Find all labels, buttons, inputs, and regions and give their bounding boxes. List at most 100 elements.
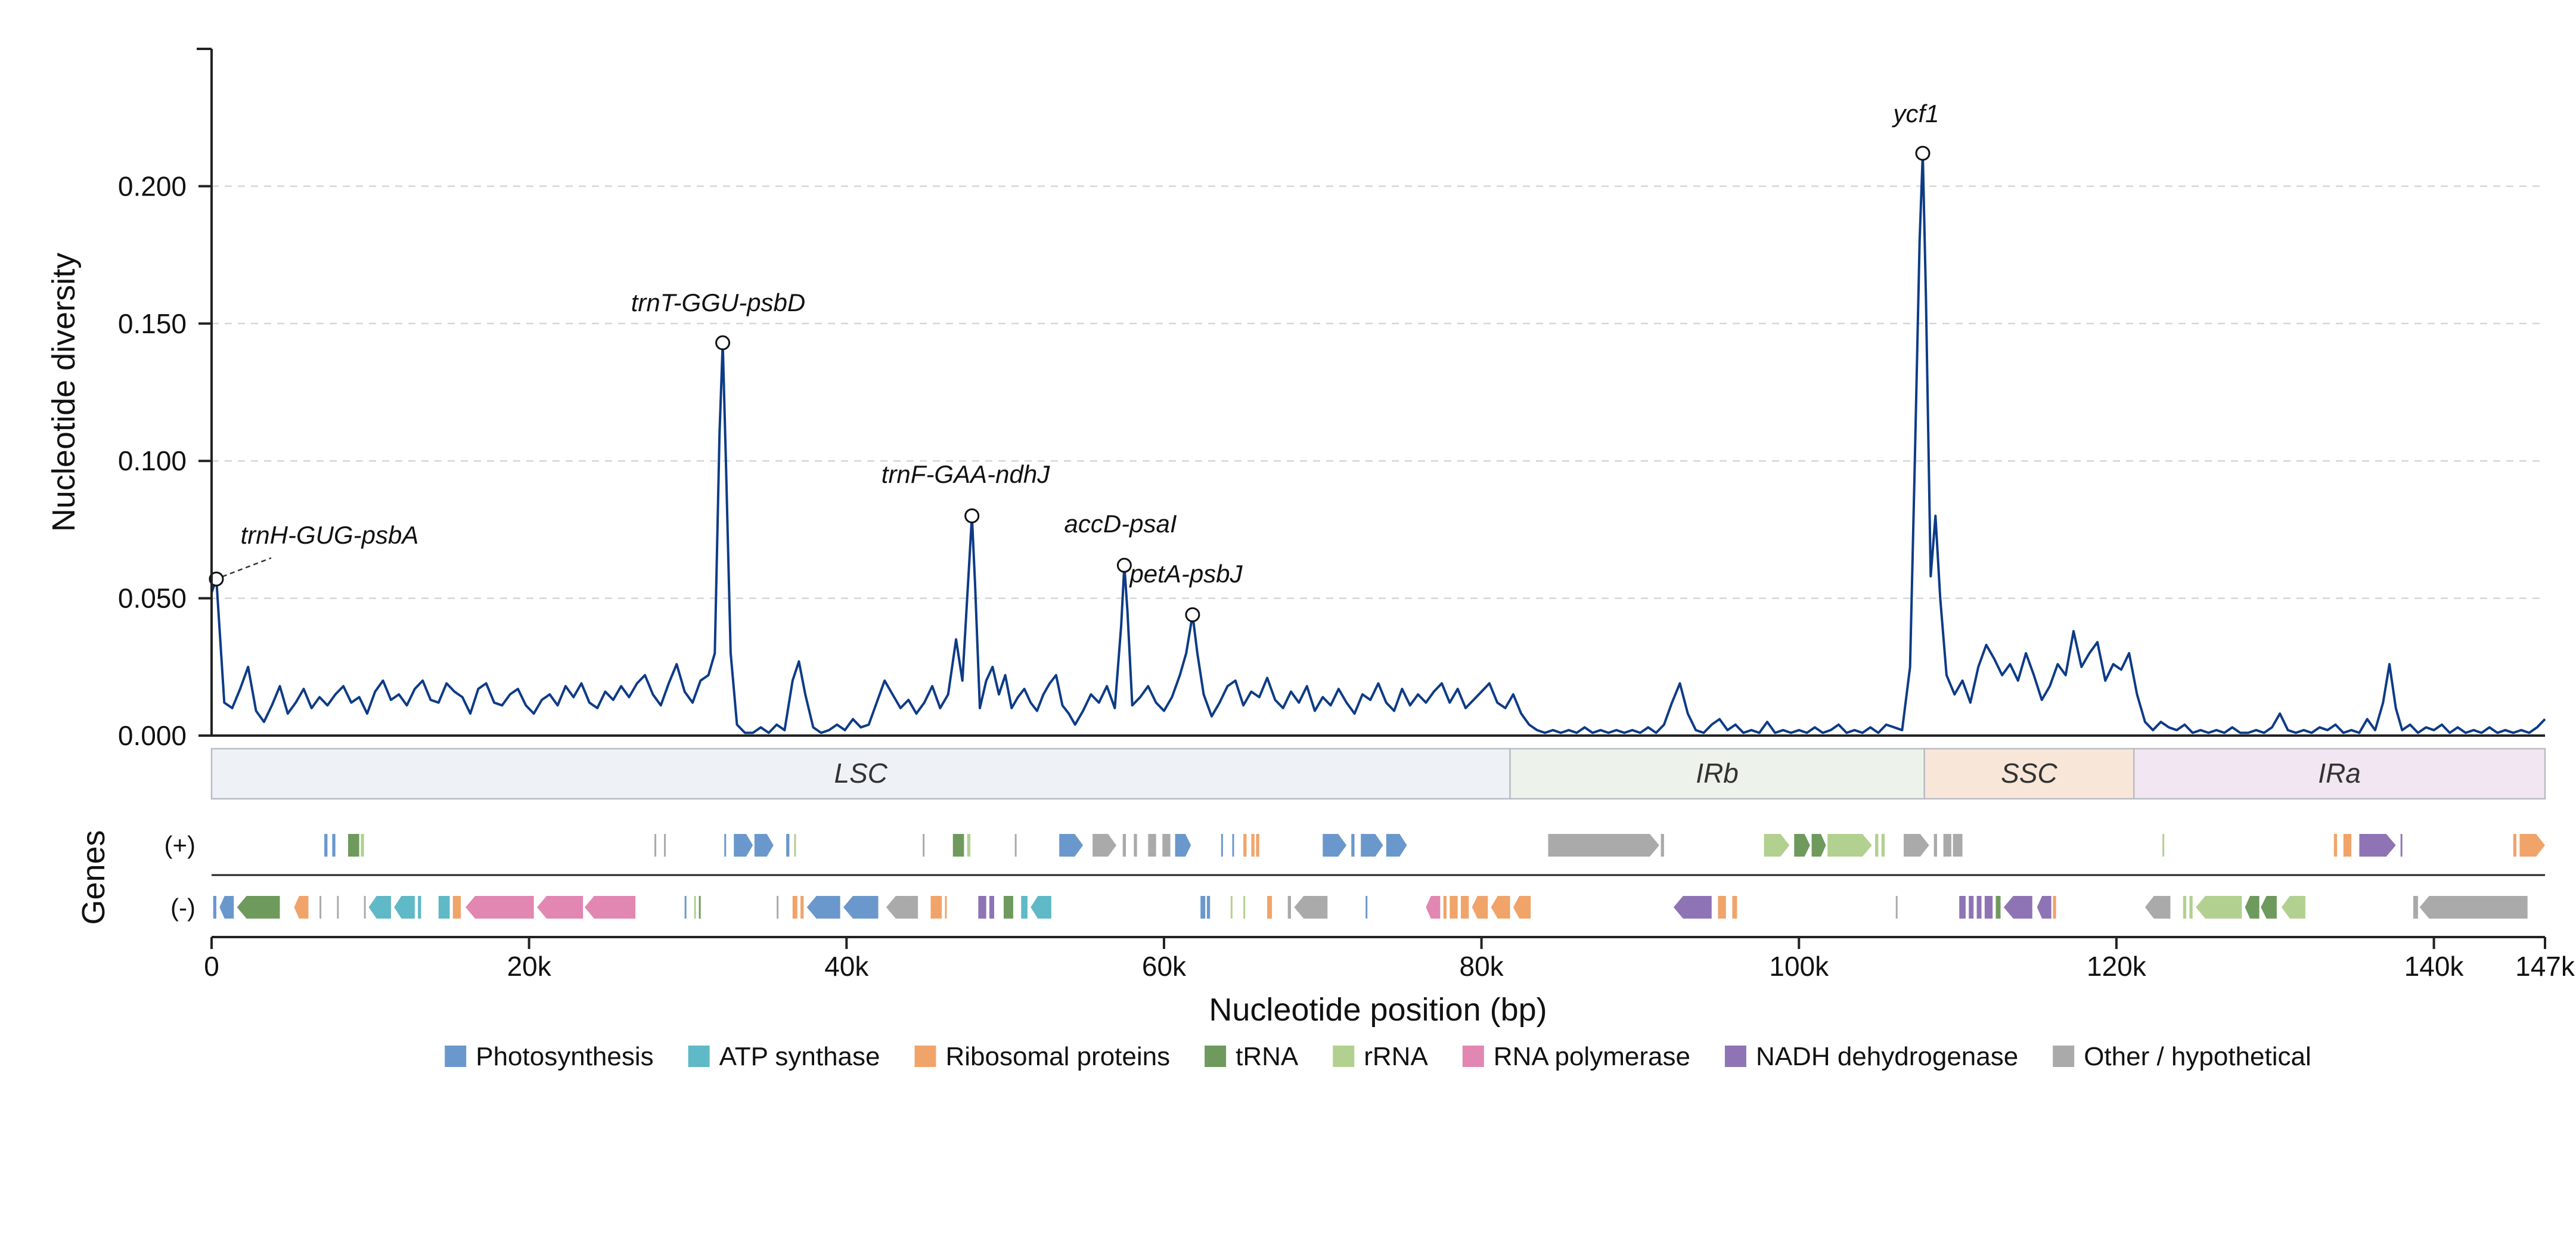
gene-plus-30 xyxy=(1386,834,1407,857)
region-lsc xyxy=(210,748,1511,800)
peak-leader-0 xyxy=(222,557,272,578)
gene-minus-35 xyxy=(1267,896,1273,919)
y-tick-label-2: 0.100 xyxy=(118,445,187,476)
gene-plus-40 xyxy=(1933,834,1937,857)
gene-minus-1 xyxy=(219,896,234,919)
gene-plus-0 xyxy=(324,834,328,857)
gene-minus-51 xyxy=(1969,896,1974,919)
gene-minus-3 xyxy=(294,896,309,919)
gene-plus-1 xyxy=(332,834,336,857)
gene-minus-23 xyxy=(886,896,918,919)
gene-minus-43 xyxy=(1472,896,1488,919)
gene-plus-26 xyxy=(1256,834,1259,857)
legend-swatch-2 xyxy=(914,1046,936,1067)
x-tick-label-3: 60k xyxy=(1142,951,1187,982)
peak-annotations: trnH-GUG-psbA trnT-GGU-psbD trnF-GAA-ndhJ a… xyxy=(209,100,1939,622)
gene-plus-34 xyxy=(1794,834,1810,857)
legend-swatch-6 xyxy=(1724,1046,1746,1067)
minus-strand-label: (-) xyxy=(170,894,195,922)
legend: Photosynthesis ATP synthase Ribosomal prot… xyxy=(445,1042,2311,1071)
gene-minus-66 xyxy=(2419,896,2528,919)
gene-minus-14 xyxy=(584,896,636,919)
y-tick-label-1: 0.050 xyxy=(118,583,187,614)
gene-minus-16 xyxy=(694,896,696,919)
gene-minus-15 xyxy=(684,896,687,919)
y-tick-label-3: 0.150 xyxy=(118,308,187,339)
peak-label-5: ycf1 xyxy=(1891,100,1939,128)
gene-plus-42 xyxy=(1953,834,1963,857)
gene-minus-11 xyxy=(452,896,461,919)
gene-minus-24 xyxy=(930,896,942,919)
gene-minus-59 xyxy=(2183,896,2187,919)
gene-minus-30 xyxy=(1031,896,1051,919)
diversity-series xyxy=(210,152,2546,734)
gene-plus-9 xyxy=(786,834,790,857)
gene-minus-48 xyxy=(1732,896,1737,919)
gene-plus-46 xyxy=(2359,834,2396,857)
legend-label-7: Other / hypothetical xyxy=(2084,1042,2311,1071)
gene-plus-29 xyxy=(1361,834,1383,857)
gene-plus-27 xyxy=(1323,834,1347,857)
genome-regions-track: LSC IRb SSC IRa xyxy=(210,748,2546,800)
diversity-line xyxy=(210,152,2546,734)
gene-minus-7 xyxy=(368,896,391,919)
gene-plus-21 xyxy=(1175,834,1191,857)
gene-plus-47 xyxy=(2400,834,2403,857)
gene-plus-44 xyxy=(2333,834,2338,857)
peak-marker-0 xyxy=(209,571,224,587)
region-irb xyxy=(1509,748,1925,800)
gene-minus-65 xyxy=(2413,896,2418,919)
gene-minus-21 xyxy=(806,896,840,919)
gene-minus-25 xyxy=(945,896,947,919)
gene-plus-20 xyxy=(1162,834,1171,857)
peak-marker-1 xyxy=(715,335,731,351)
peak-label-3: accD-psaI xyxy=(1064,510,1177,538)
gene-plus-3 xyxy=(361,834,364,857)
gene-minus-58 xyxy=(2144,896,2171,919)
gene-minus-57 xyxy=(2053,896,2056,919)
x-tick-label-8: 147k xyxy=(2515,951,2575,982)
gene-minus-62 xyxy=(2245,896,2260,919)
gene-plus-48 xyxy=(2513,834,2517,857)
gene-minus-27 xyxy=(989,896,994,919)
gene-plus-49 xyxy=(2519,834,2545,857)
gene-minus-49 xyxy=(1895,896,1898,919)
gene-minus-45 xyxy=(1513,896,1531,919)
gene-minus-55 xyxy=(2003,896,2032,919)
legend-label-2: Ribosomal proteins xyxy=(945,1042,1170,1071)
gene-minus-8 xyxy=(394,896,415,919)
x-tick-label-5: 100k xyxy=(1769,951,1829,982)
peak-label-2: trnF-GAA-ndhJ xyxy=(882,460,1050,488)
gene-minus-32 xyxy=(1206,896,1211,919)
gene-plus-24 xyxy=(1243,834,1247,857)
x-tick-label-7: 140k xyxy=(2404,951,2465,982)
legend-swatch-7 xyxy=(2053,1046,2075,1067)
gene-minus-6 xyxy=(364,896,366,919)
gene-minus-31 xyxy=(1200,896,1206,919)
x-tick-label-0: 0 xyxy=(204,951,219,982)
gene-minus-64 xyxy=(2281,896,2305,919)
gene-plus-43 xyxy=(2162,834,2165,857)
gene-minus-22 xyxy=(843,896,879,919)
peak-label-4: petA-psbJ xyxy=(1128,560,1243,588)
gene-plus-6 xyxy=(724,834,727,857)
legend-label-5: RNA polymerase xyxy=(1494,1042,1690,1071)
legend-swatch-3 xyxy=(1205,1046,1227,1067)
gene-minus-37 xyxy=(1294,896,1328,919)
gene-minus-34 xyxy=(1243,896,1246,919)
gene-minus-63 xyxy=(2261,896,2277,919)
gene-minus-29 xyxy=(1021,896,1028,919)
region-label-lsc: LSC xyxy=(834,758,888,789)
gene-plus-36 xyxy=(1827,834,1872,857)
legend-label-4: rRNA xyxy=(1364,1042,1428,1071)
gene-plus-28 xyxy=(1351,834,1355,857)
peak-label-0: trnH-GUG-psbA xyxy=(241,521,419,549)
gene-minus-53 xyxy=(1984,896,1993,919)
gene-plus-22 xyxy=(1221,834,1223,857)
gene-minus-19 xyxy=(792,896,797,919)
gene-minus-0 xyxy=(213,896,216,919)
gene-minus-41 xyxy=(1450,896,1458,919)
genes-axis-title: Genes xyxy=(76,830,111,925)
gene-plus-14 xyxy=(1014,834,1017,857)
